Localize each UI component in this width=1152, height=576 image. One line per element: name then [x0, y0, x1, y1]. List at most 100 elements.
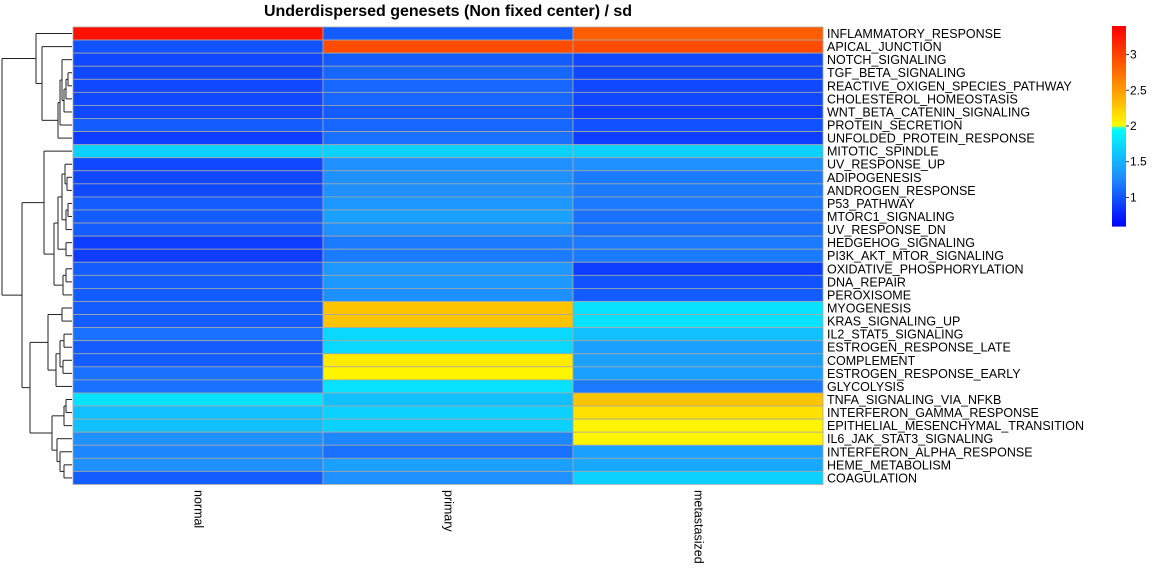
heatmap-cell	[572, 405, 824, 420]
heatmap-cell	[322, 39, 574, 54]
heatmap-cell	[72, 301, 324, 315]
colorbar-segment	[1112, 174, 1126, 177]
colorbar-segment	[1112, 198, 1126, 201]
colorbar-segment	[1112, 76, 1126, 79]
colorbar-segment	[1112, 60, 1126, 63]
colorbar-segment	[1112, 86, 1126, 89]
column-label: metastasized	[692, 490, 706, 564]
colorbar-segment	[1112, 52, 1126, 55]
colorbar-segment	[1112, 182, 1126, 185]
colorbar-segment	[1112, 208, 1126, 211]
colorbar-segment	[1112, 106, 1126, 109]
colorbar-segment	[1112, 214, 1126, 217]
heatmap-cell	[572, 26, 824, 41]
heatmap-cell	[322, 52, 574, 67]
colorbar-segment	[1112, 152, 1126, 155]
colorbar-segment	[1112, 62, 1126, 65]
colorbar-segment	[1112, 110, 1126, 113]
heatmap-cell	[322, 65, 574, 80]
heatmap-cell	[572, 157, 824, 172]
colorbar-segment	[1112, 142, 1126, 145]
color-legend: 1 1.5 2 2.5 3	[1112, 26, 1147, 227]
colorbar-segment	[1112, 96, 1126, 99]
row-label: INTERFERON_GAMMA_RESPONSE	[827, 406, 1039, 420]
row-label: COAGULATION	[827, 471, 917, 485]
colorbar-segment	[1112, 150, 1126, 153]
heatmap-cell	[72, 118, 324, 132]
colorbar-segment	[1112, 92, 1126, 95]
heatmap-cell	[72, 327, 324, 342]
row-label: UV_RESPONSE_UP	[827, 158, 945, 172]
heatmap-cell	[322, 105, 574, 119]
colorbar-tick-label: 2	[1130, 119, 1137, 133]
colorbar-segment	[1112, 224, 1126, 227]
colorbar-segment	[1112, 32, 1126, 35]
colorbar-segment	[1112, 176, 1126, 179]
colorbar-segment	[1112, 50, 1126, 53]
row-label: UV_RESPONSE_DN	[827, 223, 946, 237]
row-label: ADIPOGENESIS	[827, 171, 921, 185]
colorbar-segment	[1112, 170, 1126, 173]
colorbar-segment	[1112, 138, 1126, 141]
heatmap-cell	[572, 274, 824, 289]
colorbar-segment	[1112, 102, 1126, 105]
heatmap-cell	[322, 418, 574, 433]
colorbar-segment	[1112, 28, 1126, 31]
colorbar-segment	[1112, 168, 1126, 171]
row-label: ANDROGEN_RESPONSE	[827, 184, 976, 198]
heatmap-cell	[72, 91, 324, 106]
heatmap-cell	[572, 105, 824, 119]
heatmap-cell	[72, 222, 324, 237]
colorbar-segment	[1112, 160, 1126, 163]
colorbar-segment	[1112, 212, 1126, 215]
heatmap-cell	[572, 287, 824, 302]
heatmap-cell	[72, 314, 324, 329]
colorbar-segment	[1112, 118, 1126, 121]
heatmap-cell	[72, 52, 324, 67]
row-label: WNT_BETA_CATENIN_SIGNALING	[827, 105, 1030, 119]
heatmap-cell	[72, 274, 324, 289]
heatmap-cell	[72, 457, 324, 472]
row-label: ESTROGEN_RESPONSE_EARLY	[827, 367, 1021, 381]
heatmap-cell	[72, 235, 324, 250]
heatmap-cell	[572, 209, 824, 224]
heatmap-cell	[322, 457, 574, 472]
heatmap-cell	[322, 301, 574, 315]
heatmap-cell	[572, 91, 824, 106]
heatmap-cell	[322, 235, 574, 250]
heatmap-cell	[322, 222, 574, 237]
colorbar-segment	[1112, 122, 1126, 125]
heatmap-cell	[572, 118, 824, 132]
heatmap-cell	[72, 248, 324, 263]
heatmap-cell	[322, 340, 574, 355]
heatmap-cell	[72, 366, 324, 381]
heatmap-cell	[322, 392, 574, 407]
row-label: EPITHELIAL_MESENCHYMAL_TRANSITION	[827, 419, 1084, 433]
heatmap-cell	[572, 144, 824, 159]
heatmap-cell	[322, 405, 574, 420]
colorbar-segment	[1112, 186, 1126, 189]
heatmap-cell	[322, 366, 574, 381]
heatmap-cell	[322, 431, 574, 446]
colorbar-tick-label: 3	[1130, 48, 1137, 62]
colorbar-segment	[1112, 112, 1126, 115]
row-label: IL6_JAK_STAT3_SIGNALING	[827, 432, 993, 446]
heatmap-cell	[72, 470, 324, 485]
heatmap-cell	[572, 431, 824, 446]
colorbar-segment	[1112, 158, 1126, 161]
heatmap-cell	[572, 52, 824, 67]
colorbar-segment	[1112, 58, 1126, 61]
colorbar-segment	[1112, 178, 1126, 181]
heatmap-cell	[572, 78, 824, 93]
row-dendrogram	[1, 33, 72, 479]
heatmap-cell	[322, 287, 574, 302]
heatmap-cell	[572, 131, 824, 146]
heatmap-cell	[322, 131, 574, 146]
colorbar-segment	[1112, 26, 1126, 29]
heatmap-cell	[572, 248, 824, 263]
heatmap-cell	[572, 340, 824, 355]
colorbar-segment	[1112, 36, 1126, 39]
colorbar-tick-label: 2.5	[1130, 83, 1147, 97]
colorbar-segment	[1112, 126, 1126, 129]
